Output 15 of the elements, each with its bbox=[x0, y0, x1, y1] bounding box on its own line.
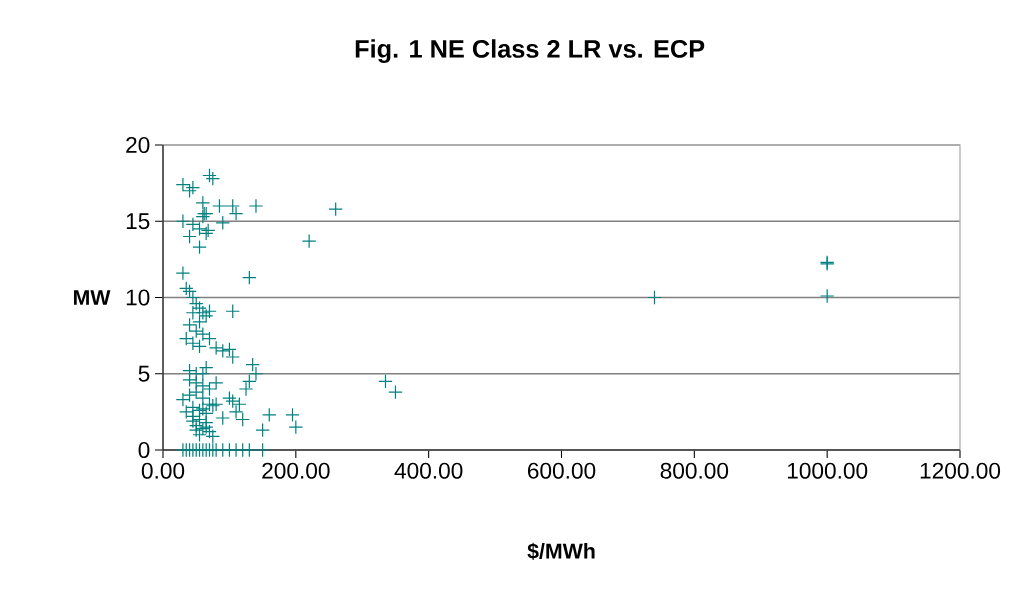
x-tick-label: 1200.00 bbox=[920, 462, 1001, 479]
x-tick-label: 800.00 bbox=[660, 462, 729, 479]
x-tick-label: 1000.00 bbox=[787, 462, 868, 479]
y-tick-label: 0 bbox=[138, 441, 150, 459]
x-tick-label: 400.00 bbox=[394, 462, 463, 479]
y-axis-title: MW bbox=[73, 290, 111, 305]
x-tick-label: 600.00 bbox=[527, 462, 596, 479]
y-tick-label: 10 bbox=[126, 289, 150, 306]
y-tick-label: 5 bbox=[138, 365, 150, 382]
x-tick-label: 200.00 bbox=[262, 462, 330, 479]
y-tick-label: 15 bbox=[126, 213, 150, 230]
y-tick-label: 20 bbox=[126, 136, 150, 154]
x-axis-title: $/MWh bbox=[527, 542, 595, 561]
chart-title: Fig. 1 NE Class 2 LR vs. ECP bbox=[355, 39, 705, 63]
x-tick-label: 0.00 bbox=[141, 462, 185, 479]
